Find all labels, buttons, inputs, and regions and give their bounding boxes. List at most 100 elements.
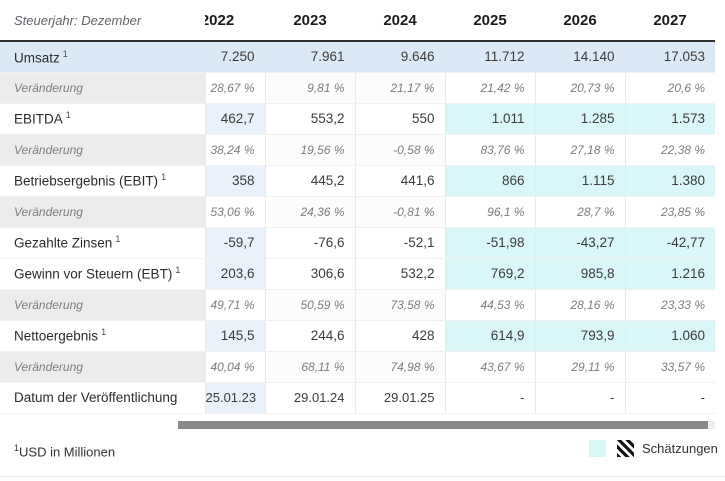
value-cell: 11.712 [444,41,535,73]
value-cell: 96,1 % [444,196,535,228]
table-body: Umsatz 1 7.250 7.961 9.646 11.712 14.140 17.053… [0,41,715,414]
value-cell: -52,1 [354,227,445,259]
value-cell: 358 [204,165,265,197]
value-cell: 29.01.24 [264,382,355,414]
value-cell: 23,33 % [624,289,715,321]
row-label: EBITDA 1 [0,103,205,135]
value-cell: 1.216 [624,258,715,290]
value-cell: 20,73 % [534,72,625,104]
value-cell: 145,5 [204,320,265,352]
value-cell: 17.053 [624,41,715,73]
value-cell: -0,58 % [354,134,445,166]
value-cell: -43,27 [534,227,625,259]
value-cell: 49,71 % [204,289,265,321]
table-row: Datum der Veröffentlichung 25.01.23 29.01.… [0,382,715,414]
table-row: Veränderung 40,04 % 68,11 % 74,98 % 43,67 % 2… [0,351,715,383]
value-cell: 203,6 [204,258,265,290]
value-cell: 532,2 [354,258,445,290]
value-cell: 1.011 [444,103,535,135]
value-cell: 38,24 % [204,134,265,166]
value-cell: 20,6 % [624,72,715,104]
year-header-2026: 2026 [535,0,625,42]
value-cell: 53,06 % [204,196,265,228]
value-cell: 73,58 % [354,289,445,321]
value-cell: 985,8 [534,258,625,290]
value-cell: -76,6 [264,227,355,259]
table-row: EBITDA 1 462,7 553,2 550 1.011 1.285 1.573 [0,103,715,135]
row-label: Datum der Veröffentlichung [0,382,205,414]
value-cell: 1.115 [534,165,625,197]
table-row: Veränderung 53,06 % 24,36 % -0,81 % 96,1 % 28… [0,196,715,228]
value-cell: 28,16 % [534,289,625,321]
row-label: Gezahlte Zinsen 1 [0,227,205,259]
year-header-2024: 2024 [355,0,445,42]
row-label: Nettoergebnis 1 [0,320,205,352]
value-cell: 83,76 % [444,134,535,166]
table-row: Gewinn vor Steuern (EBT) 1 203,6 306,6 532,2… [0,258,715,290]
row-label: Veränderung [0,196,205,228]
value-cell: 462,7 [204,103,265,135]
footnote-text: USD in Millionen [19,444,116,460]
row-label: Veränderung [0,289,205,321]
value-cell: 306,6 [264,258,355,290]
footnote: 1USD in Millionen [14,443,115,459]
horizontal-scrollbar-thumb[interactable] [178,421,708,429]
value-cell: 769,2 [444,258,535,290]
bottom-divider [0,476,725,477]
value-cell: 793,9 [534,320,625,352]
value-cell: 33,57 % [624,351,715,383]
fiscal-year-label: Steuerjahr: Dezember [0,0,205,42]
value-cell: 21,17 % [354,72,445,104]
value-cell: -51,98 [444,227,535,259]
value-cell: 441,6 [354,165,445,197]
value-cell: 44,53 % [444,289,535,321]
table-row: Veränderung 28,67 % 9,81 % 21,17 % 21,42 % 20… [0,72,715,104]
value-cell: -42,77 [624,227,715,259]
legend-label: Schätzungen [642,441,718,456]
value-cell: 43,67 % [444,351,535,383]
table-row: Nettoergebnis 1 145,5 244,6 428 614,9 793,9 1.0… [0,320,715,352]
estimate-color-swatch-icon [589,440,606,457]
value-cell: 50,59 % [264,289,355,321]
value-cell: -59,7 [204,227,265,259]
value-cell: 40,04 % [204,351,265,383]
value-cell: - [444,382,535,414]
value-cell: 23,85 % [624,196,715,228]
row-label: Veränderung [0,351,205,383]
row-label: Gewinn vor Steuern (EBT) 1 [0,258,205,290]
value-cell: 553,2 [264,103,355,135]
value-cell: 1.060 [624,320,715,352]
footnote-superscript: 1 [14,443,20,453]
value-cell: 7.961 [264,41,355,73]
value-cell: 24,36 % [264,196,355,228]
row-label: Betriebsergebnis (EBIT) 1 [0,165,205,197]
value-cell: 7.250 [204,41,265,73]
value-cell: 27,18 % [534,134,625,166]
value-cell: 1.380 [624,165,715,197]
value-cell: 244,6 [264,320,355,352]
value-cell: 28,7 % [534,196,625,228]
table-row: Veränderung 49,71 % 50,59 % 73,58 % 44,53 % 2… [0,289,715,321]
value-cell: 68,11 % [264,351,355,383]
header-row: Steuerjahr: Dezember 2022202320242025202… [0,0,715,42]
value-cell: 14.140 [534,41,625,73]
table-row: Betriebsergebnis (EBIT) 1 358 445,2 441,6 866… [0,165,715,197]
value-cell: 19,56 % [264,134,355,166]
value-cell: 9,81 % [264,72,355,104]
value-cell: 29,11 % [534,351,625,383]
value-cell: 28,67 % [204,72,265,104]
estimate-stripes-swatch-icon [617,440,634,457]
value-cell: 21,42 % [444,72,535,104]
estimates-legend: Schätzungen [589,440,718,457]
value-cell: - [624,382,715,414]
row-label: Veränderung [0,72,205,104]
value-cell: 25.01.23 [204,382,265,414]
table-row: Umsatz 1 7.250 7.961 9.646 11.712 14.140 17.053 [0,41,715,73]
horizontal-scrollbar-track[interactable] [178,421,715,429]
year-header-2025: 2025 [445,0,535,42]
value-cell: 866 [444,165,535,197]
table-row: Veränderung 38,24 % 19,56 % -0,58 % 83,76 % 2… [0,134,715,166]
value-cell: 29.01.25 [354,382,445,414]
year-header-2023: 2023 [265,0,355,42]
